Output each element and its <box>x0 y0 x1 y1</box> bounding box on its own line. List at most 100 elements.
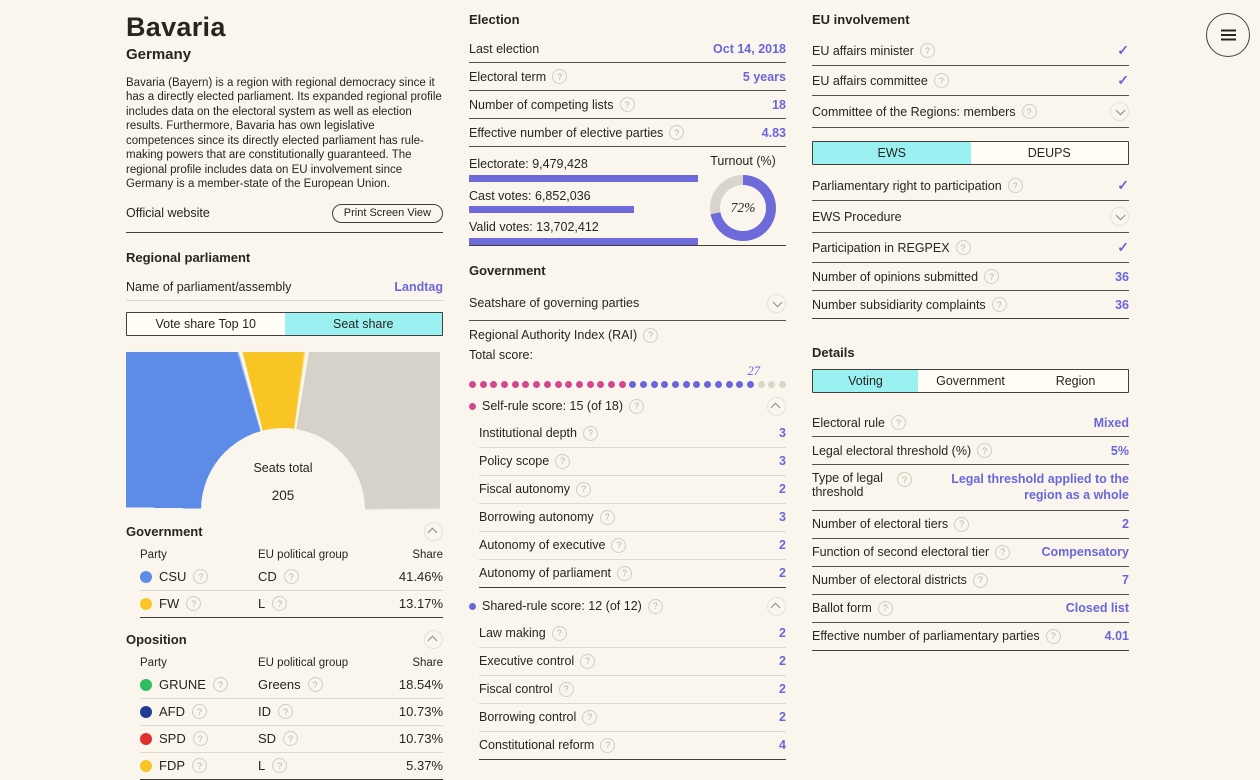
help-icon[interactable] <box>555 453 571 469</box>
collapse-self-rule-icon[interactable] <box>767 396 786 416</box>
help-icon[interactable] <box>617 565 633 581</box>
help-icon[interactable] <box>580 653 596 669</box>
help-icon[interactable] <box>972 572 988 588</box>
help-icon[interactable] <box>552 69 568 84</box>
deups-toggle-option[interactable]: DEUPS <box>1027 146 1071 160</box>
legal-threshold-row: Legal electoral threshold (%) 5% <box>812 437 1129 465</box>
help-icon[interactable] <box>551 625 567 641</box>
government-party-table: Party EU political group Share CSU CD 41… <box>140 547 443 618</box>
collapse-opposition-icon[interactable] <box>424 629 443 649</box>
share-value: 41.46% <box>398 569 443 585</box>
help-icon[interactable] <box>955 240 971 255</box>
row-label: Function of second electoral tier <box>812 545 990 559</box>
item-value: 2 <box>779 538 786 552</box>
elective-parties-row: Effective number of elective parties 4.8… <box>469 119 786 147</box>
ballot-form-row: Ballot form Closed list <box>812 595 1129 623</box>
seat-share-toggle-option[interactable]: Seat share <box>284 312 442 335</box>
help-icon[interactable] <box>890 415 906 430</box>
votes-bar-chart: Electorate: 9,479,428 Cast votes: 6,852,… <box>469 154 786 245</box>
help-icon[interactable] <box>186 596 202 612</box>
party-color-dot <box>140 732 152 745</box>
help-icon[interactable] <box>977 443 993 458</box>
self-rule-label: Self-rule score: 15 (of 18) <box>482 399 624 413</box>
help-icon[interactable] <box>192 731 208 747</box>
help-icon[interactable] <box>619 97 635 112</box>
help-icon[interactable] <box>984 269 1000 284</box>
list-item: Autonomy of executive 2 <box>479 532 786 560</box>
help-icon[interactable] <box>272 596 288 612</box>
party-table-header: Party EU political group Share <box>140 547 443 564</box>
electoral-rule-row: Electoral rule Mixed <box>812 409 1129 437</box>
tab-government[interactable]: Government <box>936 374 1005 388</box>
government-section-heading: Government <box>469 262 546 278</box>
shared-rule-items: Law making 2 Executive control 2 Fiscal … <box>479 620 786 760</box>
elective-parties-label: Effective number of elective parties <box>469 125 664 140</box>
details-heading: Details <box>812 345 855 360</box>
print-screen-view-button[interactable]: Print Screen View <box>331 203 443 223</box>
help-icon[interactable] <box>897 472 912 487</box>
committee-of-regions-dropdown-row[interactable]: Committee of the Regions: members <box>812 96 1129 128</box>
row-label: Committee of the Regions: members <box>812 104 1016 119</box>
divider <box>126 231 443 233</box>
table-row: GRUNE Greens 18.54% <box>140 672 443 699</box>
tab-voting[interactable]: Voting <box>813 370 918 392</box>
help-icon[interactable] <box>991 297 1007 312</box>
party-name: CSU <box>159 569 187 585</box>
party-name: SPD <box>159 731 186 747</box>
help-icon[interactable] <box>1045 628 1061 644</box>
help-icon[interactable] <box>576 481 592 497</box>
help-icon[interactable] <box>611 537 627 553</box>
parliament-name-link[interactable]: Landtag <box>394 279 443 294</box>
help-icon[interactable] <box>629 398 645 414</box>
subsidiarity-complaints-row: Number subsidiarity complaints 36 <box>812 291 1129 319</box>
help-icon[interactable] <box>193 569 209 585</box>
help-icon[interactable] <box>583 425 598 441</box>
threshold-type-row: Type of legal threshold Legal threshold … <box>812 465 1129 511</box>
chevron-down-icon[interactable] <box>767 293 786 313</box>
help-icon[interactable] <box>212 677 228 693</box>
item-label: Fiscal autonomy <box>479 482 571 496</box>
help-icon[interactable] <box>954 516 970 532</box>
list-item: Fiscal autonomy 2 <box>479 476 786 504</box>
help-icon[interactable] <box>1021 104 1037 119</box>
second-tier-function-row: Function of second electoral tier Compen… <box>812 539 1129 567</box>
turnout-value: 72% <box>730 200 756 215</box>
rai-label: Regional Authority Index (RAI) <box>469 328 638 342</box>
vote-share-toggle-option[interactable]: Vote share Top 10 <box>155 316 257 331</box>
help-icon[interactable] <box>283 731 299 747</box>
help-icon[interactable] <box>933 73 949 88</box>
chevron-down-icon[interactable] <box>1110 102 1129 121</box>
seatshare-dropdown-row[interactable]: Seatshare of governing parties <box>469 287 786 321</box>
help-icon[interactable] <box>995 544 1011 560</box>
collapse-shared-rule-icon[interactable] <box>767 596 786 616</box>
check-icon <box>1117 177 1129 194</box>
ews-toggle-option[interactable]: EWS <box>813 142 971 164</box>
help-icon[interactable] <box>877 600 893 616</box>
help-icon[interactable] <box>669 125 685 140</box>
row-label: EU affairs committee <box>812 73 928 88</box>
share-view-toggle: Vote share Top 10 Seat share <box>126 311 443 336</box>
help-icon[interactable] <box>558 681 574 697</box>
help-icon[interactable] <box>192 758 207 774</box>
col-share: Share <box>412 656 443 669</box>
help-icon[interactable] <box>919 43 935 58</box>
help-icon[interactable] <box>1007 178 1023 193</box>
tab-region[interactable]: Region <box>1055 374 1096 388</box>
ews-procedure-dropdown-row[interactable]: EWS Procedure <box>812 201 1129 233</box>
help-icon[interactable] <box>643 327 659 343</box>
help-icon[interactable] <box>599 509 615 525</box>
help-icon[interactable] <box>283 569 299 585</box>
help-icon[interactable] <box>600 737 616 753</box>
help-icon[interactable] <box>307 677 323 693</box>
menu-button[interactable] <box>1206 13 1250 57</box>
eu-group-name: CD <box>258 569 277 585</box>
rai-dots-chart: 27 <box>469 364 786 388</box>
self-rule-header-row: Self-rule score: 15 (of 18) <box>469 388 786 420</box>
chevron-down-icon[interactable] <box>1110 207 1129 226</box>
item-value: 2 <box>779 682 786 696</box>
official-website-link[interactable]: Official website <box>126 206 210 221</box>
help-icon[interactable] <box>647 598 663 614</box>
help-icon[interactable] <box>272 758 288 774</box>
collapse-government-icon[interactable] <box>424 521 443 541</box>
eu-involvement-heading: EU involvement <box>812 12 910 27</box>
